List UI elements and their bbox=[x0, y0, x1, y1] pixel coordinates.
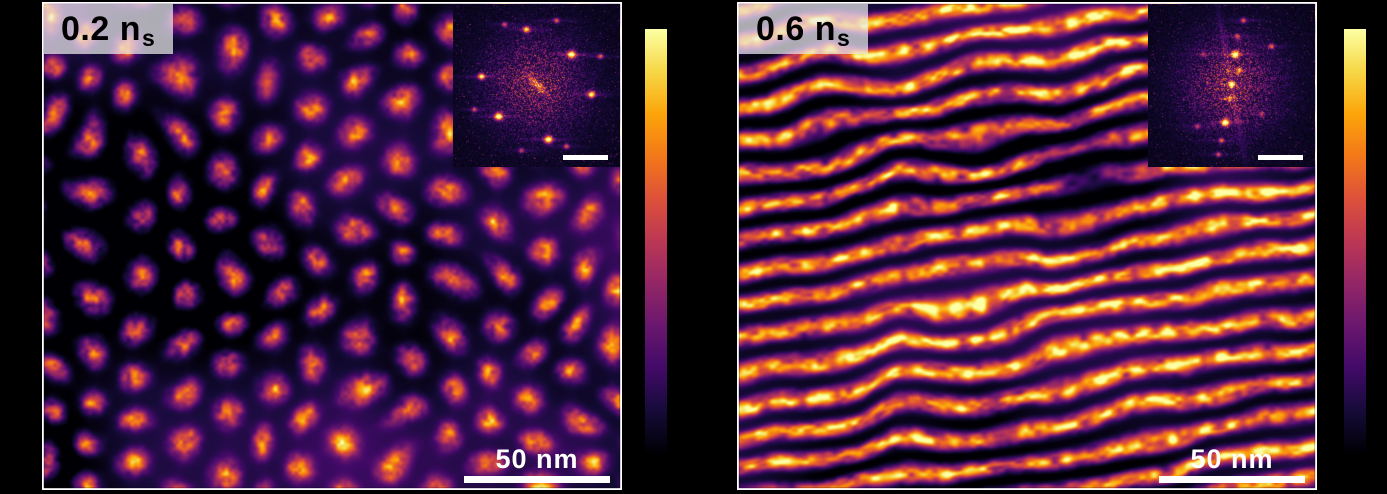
fft-inset-canvas-left bbox=[453, 4, 620, 167]
time-label-text: 0.2 n bbox=[61, 9, 141, 48]
scale-bar-group-left: 50 nm bbox=[464, 446, 610, 483]
fft-inset-left bbox=[453, 4, 620, 167]
fft-inset-right bbox=[1148, 4, 1315, 167]
time-label-subscript: s bbox=[141, 24, 156, 51]
fft-inset-scale-bar-left bbox=[563, 155, 608, 160]
colorbar-right bbox=[1344, 29, 1366, 453]
scale-bar-left bbox=[464, 476, 610, 483]
scale-bar-label-right: 50 nm bbox=[1190, 444, 1274, 474]
fft-inset-canvas-right bbox=[1148, 4, 1315, 167]
time-label-subscript: s bbox=[836, 24, 851, 51]
time-label-text: 0.6 n bbox=[756, 9, 836, 48]
scale-bar-right bbox=[1159, 476, 1305, 483]
colorbar-left bbox=[645, 29, 667, 453]
scale-bar-group-right: 50 nm bbox=[1159, 446, 1305, 483]
fft-inset-scale-bar-right bbox=[1258, 155, 1303, 160]
scale-bar-label-left: 50 nm bbox=[495, 444, 579, 474]
